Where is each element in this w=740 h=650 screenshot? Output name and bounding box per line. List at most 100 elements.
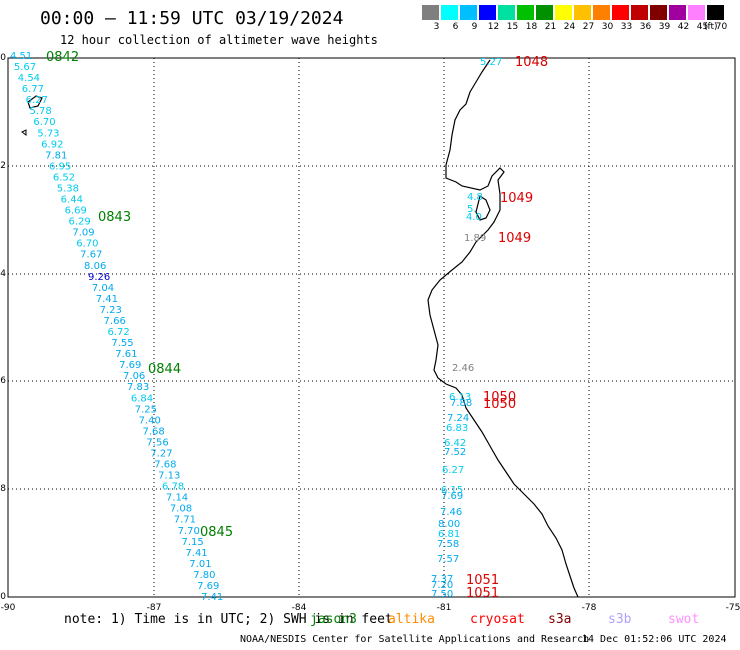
wave-height-value: 5.67 (14, 62, 36, 73)
wave-height-value: 7.58 (437, 539, 459, 550)
scale-label: 6 (452, 22, 459, 32)
wave-height-value: 7.40 (139, 415, 161, 426)
wave-height-value: 7.37 (431, 574, 453, 585)
pass-time-label: 0842 (46, 50, 79, 65)
coastline (427, 59, 579, 598)
pass-time-label: 1050 (483, 390, 516, 405)
pass-time-label: 0844 (148, 362, 181, 377)
scale-swatch (669, 5, 686, 20)
wave-height-value: 7.69 (197, 581, 219, 592)
footer-note: note: 1) Time is in UTC; 2) SWH is in fe… (64, 612, 393, 627)
pass-time-label: 0845 (200, 525, 233, 540)
wave-height-value: 9.26 (88, 272, 110, 283)
wave-height-value: 7.04 (92, 283, 114, 294)
scale-swatch (422, 5, 439, 20)
wave-height-value: 6.52 (53, 172, 75, 183)
y-tick-label: -2 (0, 161, 6, 171)
wave-height-value: 7.57 (437, 554, 459, 565)
wave-height-value: 4.54 (18, 73, 40, 84)
scale-label: 33 (620, 22, 633, 32)
wave-height-value: 7.41 (185, 548, 207, 559)
wave-height-value: 6.83 (446, 423, 468, 434)
pass-time-label: 1049 (498, 231, 531, 246)
wave-height-value: 6.44 (61, 195, 83, 206)
legend-item-altika: altika (388, 612, 435, 627)
wave-height-value: 6.15 (441, 485, 463, 496)
y-tick-label: -8 (0, 484, 6, 494)
x-tick-label: -78 (582, 603, 597, 613)
scale-label: 70 (715, 22, 728, 32)
wave-height-value: 8.06 (84, 261, 106, 272)
scale-swatch (593, 5, 610, 20)
wave-height-value: 7.08 (170, 504, 192, 515)
wave-height-value: 1.89 (464, 233, 486, 244)
wave-height-value: 7.69 (441, 491, 463, 502)
y-tick-label: -10 (0, 592, 6, 602)
wave-height-value: 6.95 (49, 161, 71, 172)
wave-height-value: 5. (467, 204, 477, 215)
pass-time-label: 1049 (500, 191, 533, 206)
legend-item-cryosat: cryosat (470, 612, 525, 627)
left-track-time-labels: 0842 0843 0844 0845 (46, 50, 233, 540)
wave-height-value: 7.70 (178, 526, 200, 537)
wave-height-value: 7.80 (193, 570, 215, 581)
scale-swatch (707, 5, 724, 20)
wave-height-value: 7.24 (447, 413, 469, 424)
scale-label: 21 (544, 22, 557, 32)
x-tick-label: -90 (1, 603, 16, 613)
scale-swatch (536, 5, 553, 20)
wave-height-value: 7.25 (135, 404, 157, 415)
wave-height-value: 7.71 (174, 515, 196, 526)
wave-height-value: 5.38 (57, 183, 79, 194)
credit-text: NOAA/NESDIS Center for Satellite Applica… (240, 634, 590, 645)
galapagos-island (27, 95, 43, 109)
scale-swatch (688, 5, 705, 20)
wave-height-value: 6.70 (33, 117, 55, 128)
legend-item-s3a: s3a (548, 612, 572, 627)
scale-swatch (612, 5, 629, 20)
pass-time-label: 1048 (515, 55, 548, 70)
wave-height-value: 6.92 (41, 139, 63, 150)
scale-label: 30 (601, 22, 614, 32)
wave-height-value: 7.01 (189, 559, 211, 570)
scale-label: 24 (563, 22, 576, 32)
pass-time-label: 1050 (483, 397, 516, 412)
wave-height-value: 7.27 (150, 448, 172, 459)
wave-height-value: 7.46 (440, 507, 462, 518)
x-tick-label: -81 (437, 603, 452, 613)
wave-height-value: 5.27 (480, 57, 502, 68)
scale-label: 9 (471, 22, 478, 32)
wave-height-value: 6.27 (442, 465, 464, 476)
scale-label: 18 (525, 22, 538, 32)
legend-item-jason3: jason3 (310, 612, 357, 627)
wave-height-value: 7.83 (127, 382, 149, 393)
left-track-values: 4.515.674.546.776.275.786.705.736.927.81… (10, 51, 223, 603)
x-axis-ticks: -90 -87 -84 -81 -78 -75 (1, 603, 740, 613)
wave-height-value: 5.78 (29, 106, 51, 117)
scale-swatch (517, 5, 534, 20)
wave-height-value: 6.81 (438, 529, 460, 540)
wave-height-value: 7.41 (96, 294, 118, 305)
wave-height-value: 6.84 (131, 393, 153, 404)
wave-height-value: 6.42 (444, 438, 466, 449)
chart-title: 00:00 — 11:59 UTC 03/19/2024 (40, 8, 344, 29)
scale-swatch (650, 5, 667, 20)
gulf-island (475, 195, 491, 221)
wave-height-value: 7.68 (143, 426, 165, 437)
wave-height-value: 5.73 (37, 128, 59, 139)
x-tick-label: -75 (726, 603, 740, 613)
wave-height-value: 7.13 (158, 471, 180, 482)
wave-height-value: 6.69 (65, 206, 87, 217)
scale-label: 45 (696, 22, 709, 32)
y-tick-label: 0 (0, 53, 6, 63)
scale-label: 36 (639, 22, 652, 32)
y-tick-label: -4 (0, 269, 6, 279)
scale-label: 39 (658, 22, 671, 32)
pass-time-label: 1051 (466, 573, 499, 588)
wave-height-value: 2.46 (452, 363, 474, 374)
scale-swatch (479, 5, 496, 20)
scale-swatch (555, 5, 572, 20)
wave-height-value: 7.55 (111, 338, 133, 349)
wave-height-value: 4.0 (466, 212, 482, 223)
